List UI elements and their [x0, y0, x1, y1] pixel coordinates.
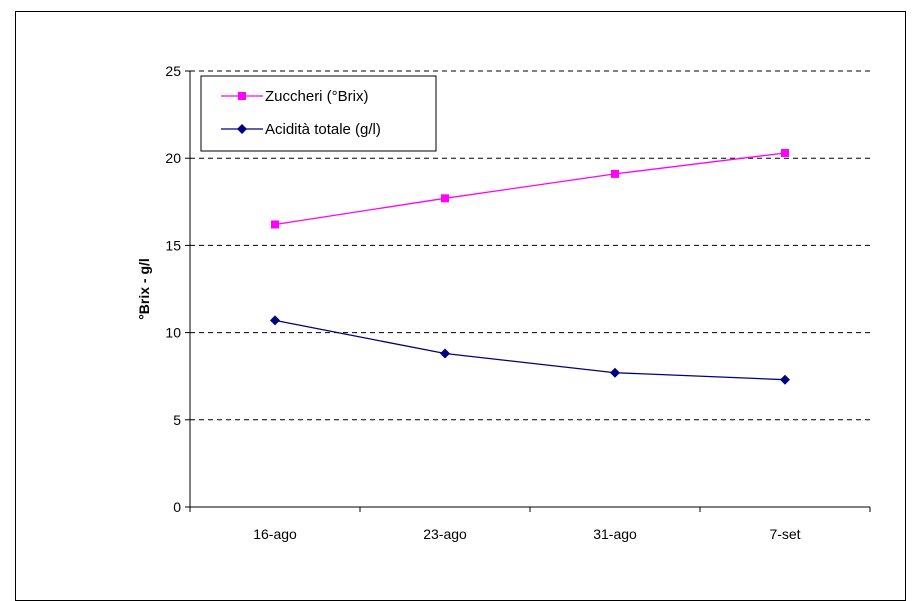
legend: Zuccheri (°Brix) Acidità totale (g/l) — [200, 75, 437, 152]
series-1-point-2 — [610, 367, 620, 378]
axes — [185, 70, 871, 512]
series-1-point-0 — [270, 315, 280, 326]
series-0-point-1 — [441, 194, 449, 203]
legend-label-0: Zuccheri (°Brix) — [265, 88, 369, 105]
y-tick-label-10: 10 — [165, 325, 181, 341]
x-tick-label-16-ago: 16-ago — [253, 526, 297, 542]
x-tick-label-7-set: 7-set — [769, 526, 800, 542]
x-tick-label-23-ago: 23-ago — [423, 526, 467, 542]
series-0-point-3 — [781, 148, 789, 157]
series-0-point-2 — [611, 169, 619, 178]
y-tick-label-15: 15 — [165, 237, 181, 253]
y-tick-labels: 0 5 10 15 20 25 — [165, 63, 181, 515]
legend-label-1: Acidità totale (g/l) — [265, 121, 381, 138]
y-tick-label-25: 25 — [165, 63, 181, 79]
x-tick-label-31-ago: 31-ago — [593, 526, 637, 542]
legend-marker-0 — [238, 92, 246, 100]
series-line-0 — [274, 152, 786, 226]
y-axis-label: °Brix - g/l — [136, 258, 152, 320]
legend-marker-1 — [237, 124, 247, 134]
series-1-point-3 — [780, 374, 790, 385]
series-0-point-0 — [271, 220, 279, 229]
y-tick-label-0: 0 — [173, 499, 181, 515]
series-1-point-1 — [440, 348, 450, 359]
y-tick-label-20: 20 — [165, 150, 181, 166]
x-tick-labels: 16-ago 23-ago 31-ago 7-set — [253, 526, 800, 542]
series-group — [270, 148, 790, 385]
y-tick-label-5: 5 — [173, 412, 181, 428]
legend-box — [200, 75, 437, 152]
series-line-1 — [274, 319, 786, 381]
